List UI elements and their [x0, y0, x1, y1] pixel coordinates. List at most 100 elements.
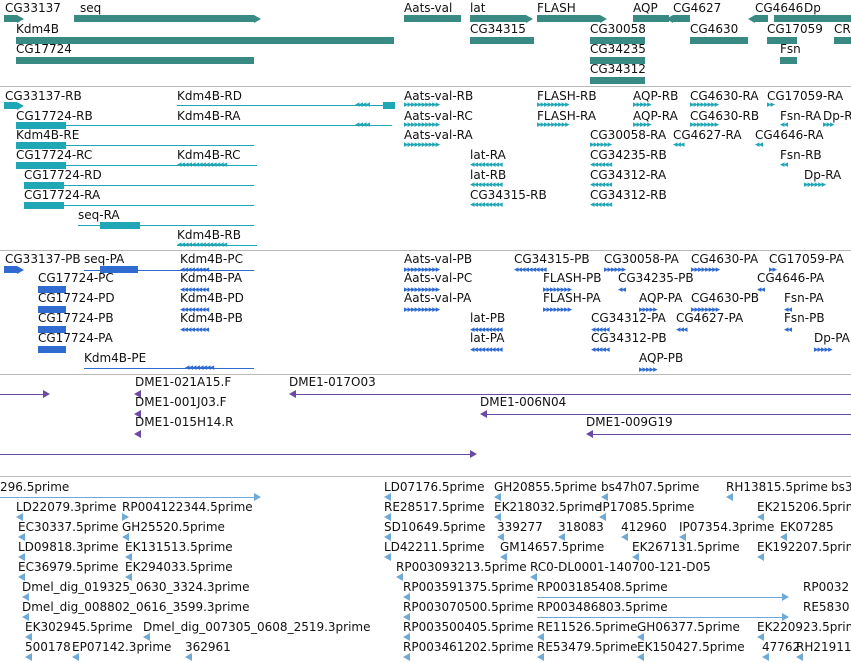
- transcript-exon-chevrons-icon[interactable]: ◂◂◂◂: [355, 120, 370, 130]
- protein-transcript-label[interactable]: CG4630-PB: [691, 291, 760, 305]
- est-strand-arrow-icon[interactable]: [403, 633, 410, 641]
- transcript-label[interactable]: seq-RA: [78, 208, 120, 222]
- gene-feature[interactable]: [16, 37, 394, 44]
- transcript-label[interactable]: CG34235-RB: [590, 148, 667, 162]
- est-strand-arrow-icon[interactable]: [25, 633, 32, 641]
- gene-label[interactable]: CG34315: [470, 22, 526, 36]
- transcript-label[interactable]: CG17059-RA: [767, 89, 844, 103]
- gene-feature[interactable]: [590, 57, 645, 64]
- est-label[interactable]: 362961: [185, 640, 231, 654]
- est-strand-arrow-icon[interactable]: [494, 513, 501, 521]
- est-strand-arrow-icon[interactable]: [125, 553, 132, 561]
- est-label[interactable]: SD10649.5prime: [384, 520, 486, 534]
- gene-feature[interactable]: [774, 15, 851, 22]
- est-strand-arrow-icon[interactable]: [757, 553, 764, 561]
- gene-label[interactable]: CG4646: [755, 1, 804, 15]
- protein-transcript-label[interactable]: Kdm4B-PB: [180, 311, 243, 325]
- gene-feature[interactable]: [690, 37, 748, 44]
- est-strand-arrow-icon[interactable]: [780, 533, 787, 541]
- gene-label[interactable]: CR: [834, 22, 851, 36]
- est-label[interactable]: EK302945.5prime: [25, 620, 133, 634]
- gene-label[interactable]: CG34235: [590, 42, 646, 56]
- est-strand-arrow-icon[interactable]: [384, 513, 391, 521]
- est-strand-arrow-icon[interactable]: [122, 513, 129, 521]
- clone-label[interactable]: DME1-015H14.R: [135, 415, 234, 429]
- transcript-label[interactable]: CG17724-RD: [24, 168, 102, 182]
- transcript-exon-chevrons-icon[interactable]: ◂◂◂◂◂◂◂◂◂: [470, 180, 503, 190]
- transcript-label[interactable]: AQP-RA: [633, 109, 678, 123]
- protein-transcript-label[interactable]: lat-PB: [470, 311, 506, 325]
- gene-label[interactable]: CG30058: [590, 22, 646, 36]
- protein-transcript-feature[interactable]: [38, 346, 66, 353]
- est-label[interactable]: RE11526.5prime: [537, 620, 638, 634]
- est-label[interactable]: LD09818.3prime: [18, 540, 119, 554]
- transcript-exon-chevrons-icon[interactable]: ◂◂: [780, 120, 788, 130]
- transcript-label[interactable]: Dp-RA: [804, 168, 842, 182]
- est-label[interactable]: EK150427.5prime: [637, 640, 745, 654]
- protein-transcript-feature[interactable]: [38, 286, 66, 293]
- protein-transcript-label[interactable]: FLASH-PA: [543, 291, 601, 305]
- gene-feature[interactable]: [470, 15, 526, 22]
- est-label[interactable]: EK294033.5prime: [125, 560, 233, 574]
- protein-transcript-exon-chevrons-icon[interactable]: ◂◂◂: [676, 325, 688, 335]
- est-strand-arrow-icon[interactable]: [782, 593, 789, 601]
- transcript-label[interactable]: Kdm4B-RB: [177, 228, 241, 242]
- est-label[interactable]: RP003591375.5prime: [403, 580, 534, 594]
- protein-transcript-label[interactable]: Aats-val-PA: [404, 291, 472, 305]
- transcript-exon-chevrons-icon[interactable]: ▸▸▸▸▸: [633, 100, 652, 110]
- protein-transcript-exon-chevrons-icon[interactable]: ◂◂◂◂◂◂◂◂: [180, 285, 209, 295]
- est-strand-arrow-icon[interactable]: [621, 533, 628, 541]
- est-label[interactable]: 47762: [762, 640, 801, 654]
- transcript-label[interactable]: FLASH-RB: [537, 89, 597, 103]
- transcript-label[interactable]: Kdm4B-RE: [16, 128, 80, 142]
- transcript-label[interactable]: Kdm4B-RA: [177, 109, 241, 123]
- est-strand-arrow-icon[interactable]: [537, 633, 544, 641]
- transcript-label[interactable]: CG4630-RA: [690, 89, 759, 103]
- est-strand-arrow-icon[interactable]: [396, 573, 403, 581]
- est-label[interactable]: 318083: [558, 520, 604, 534]
- est-strand-arrow-icon[interactable]: [762, 653, 769, 661]
- transcript-exon-chevrons-icon[interactable]: ▸▸▸▸▸: [633, 120, 652, 130]
- protein-transcript-label[interactable]: Kdm4B-PC: [180, 252, 243, 266]
- transcript-label[interactable]: CG17724-RB: [16, 109, 93, 123]
- protein-transcript-label[interactable]: Fsn-PB: [784, 311, 825, 325]
- transcript-label[interactable]: Kdm4B-RC: [177, 148, 241, 162]
- transcript-label[interactable]: CG4627-RA: [673, 128, 742, 142]
- est-label[interactable]: LD22079.3prime: [16, 500, 117, 514]
- transcript-label[interactable]: Aats-val-RB: [404, 89, 474, 103]
- clone-label[interactable]: DME1-001J03.F: [135, 395, 227, 409]
- est-strand-arrow-icon[interactable]: [637, 653, 644, 661]
- est-strand-arrow-icon[interactable]: [18, 573, 25, 581]
- transcript-label[interactable]: CG33137-RB: [5, 89, 82, 103]
- est-label[interactable]: RE53479.5prime: [537, 640, 638, 654]
- est-label[interactable]: LD42211.5prime: [384, 540, 485, 554]
- protein-transcript-label[interactable]: CG17724-PA: [38, 331, 113, 345]
- est-strand-arrow-icon[interactable]: [22, 613, 29, 621]
- transcript-feature[interactable]: [24, 182, 64, 189]
- protein-transcript-label[interactable]: CG30058-PA: [604, 252, 679, 266]
- protein-transcript-exon-chevrons-icon[interactable]: ◂◂◂◂◂◂◂◂: [180, 325, 209, 335]
- est-label[interactable]: 296.5prime: [0, 480, 70, 494]
- transcript-exon-chevrons-icon[interactable]: ▸▸▸▸▸▸▸▸▸▸: [404, 140, 440, 150]
- protein-transcript-label[interactable]: Aats-val-PB: [404, 252, 473, 266]
- transcript-label[interactable]: Aats-val-RC: [404, 109, 473, 123]
- est-label[interactable]: Dmel_dig_008802_0616_3599.3prime: [22, 600, 250, 614]
- gene-feature[interactable]: [673, 15, 690, 22]
- transcript-feature[interactable]: [100, 222, 140, 229]
- est-label[interactable]: EK07285: [780, 520, 834, 534]
- est-label[interactable]: IP07354.3prime: [679, 520, 775, 534]
- transcript-exon-chevrons-icon[interactable]: ◂◂◂: [673, 140, 685, 150]
- protein-transcript-exon-chevrons-icon[interactable]: ▸▸▸▸▸▸▸▸▸▸: [404, 305, 440, 315]
- est-label[interactable]: RE28517.5prime: [384, 500, 485, 514]
- transcript-exon-chevrons-icon[interactable]: ▸▸▸: [823, 120, 835, 130]
- transcript-exon-chevrons-icon[interactable]: ▸▸: [767, 100, 775, 110]
- protein-transcript-exon-chevrons-icon[interactable]: ▸▸▸▸▸▸▸▸: [543, 285, 572, 295]
- clone-strand-arrow-icon[interactable]: [134, 410, 141, 418]
- est-label[interactable]: RP003486803.5prime: [537, 600, 668, 614]
- transcript-exon-chevrons-icon[interactable]: ◂◂◂◂◂◂◂◂◂: [470, 200, 503, 210]
- clone-label[interactable]: DME1-017O03: [289, 375, 376, 389]
- transcript-exon-chevrons-icon[interactable]: ▸▸▸▸▸▸▸▸: [690, 120, 719, 130]
- est-label[interactable]: bs47h07.5prime: [601, 480, 700, 494]
- gene-feature[interactable]: [16, 57, 254, 64]
- est-label[interactable]: EK218032.5prime: [494, 500, 602, 514]
